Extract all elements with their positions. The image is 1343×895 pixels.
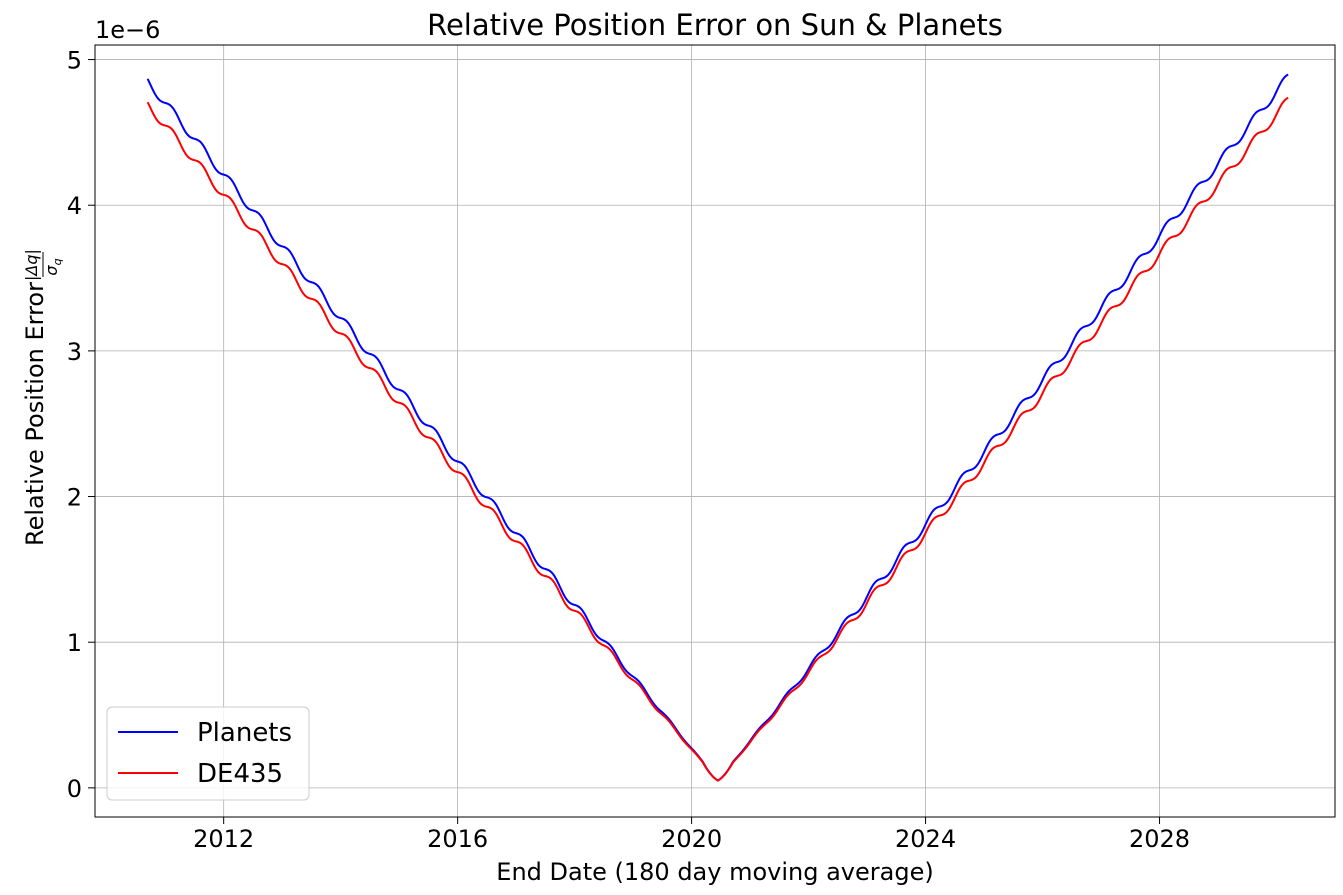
y-tick-label: 0 — [67, 775, 82, 803]
axis-ticks: 2012 2016 2020 2024 2028 0 1 2 3 4 5 — [67, 47, 1190, 853]
x-tick-label: 2012 — [193, 825, 254, 853]
y-tick-label: 4 — [67, 192, 82, 220]
y-tick-label: 3 — [67, 338, 82, 366]
x-tick-label: 2020 — [661, 825, 722, 853]
y-axis-label-numerator: |Δq| — [22, 249, 41, 281]
legend-label-de435: DE435 — [197, 759, 283, 789]
y-axis-label: Relative Position Error |Δq| σq — [21, 249, 64, 546]
x-tick-label: 2028 — [1129, 825, 1190, 853]
series-line-de435 — [146, 96, 1289, 782]
y-tick-label: 2 — [67, 484, 82, 512]
x-axis-label: End Date (180 day moving average) — [496, 858, 933, 886]
y-axis-label-text: Relative Position Error — [21, 282, 49, 546]
grid — [95, 45, 1335, 817]
chart-title: Relative Position Error on Sun & Planets — [427, 8, 1003, 42]
x-tick-label: 2016 — [427, 825, 488, 853]
legend-label-planets: Planets — [197, 718, 292, 748]
y-axis-offset-label: 1e−6 — [95, 16, 160, 44]
legend-box — [106, 706, 310, 801]
x-tick-label: 2024 — [895, 825, 956, 853]
plot-frame — [94, 44, 1336, 818]
y-axis-label-denominator: σq — [42, 258, 64, 275]
y-tick-label: 1 — [67, 629, 82, 657]
legend: Planets DE435 — [106, 706, 310, 801]
y-tick-label: 5 — [67, 47, 82, 75]
series-lines — [146, 73, 1289, 782]
series-line-planets — [146, 73, 1289, 782]
